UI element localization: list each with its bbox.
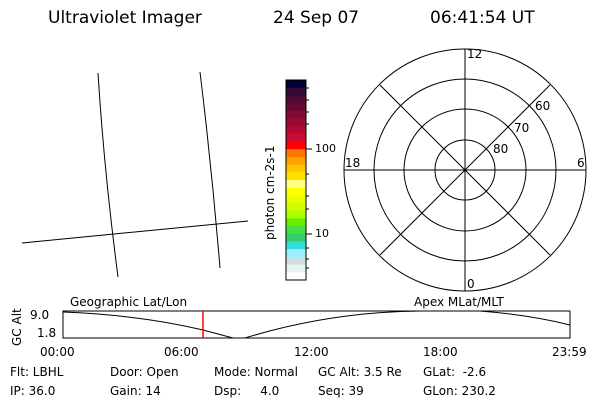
geographic-map (21, 71, 249, 278)
mlat-label-80: 80 (493, 142, 509, 156)
colorbar-band (286, 203, 306, 212)
colorbar-band (286, 95, 306, 104)
xtick: 12:00 (294, 345, 329, 359)
colorbar-band (286, 264, 306, 273)
mlt-label-0: 0 (467, 277, 475, 291)
colorbar-tick-100: 100 (315, 142, 336, 155)
geographic-title: Geographic Lat/Lon (70, 295, 188, 309)
date-label: 24 Sep 07 (273, 8, 360, 28)
info-glon: GLon: 230.2 (423, 384, 496, 398)
colorbar-band (286, 133, 306, 143)
colorbar-band (286, 249, 306, 258)
colorbar-band (286, 141, 306, 150)
colorbar-band (286, 218, 306, 227)
ytick-9: 9.0 (30, 308, 50, 322)
mlt-label-12: 12 (467, 47, 483, 61)
xtick: 23:59 (552, 345, 587, 359)
colorbar-band (286, 110, 306, 119)
mlat-label-70: 70 (514, 121, 530, 135)
xtick: 06:00 (164, 345, 199, 359)
info-dsp: Dsp: 4.0 (214, 384, 280, 398)
colorbar-band (286, 156, 306, 166)
colorbar-band (286, 103, 306, 112)
altitude-ylabel: GC Alt (10, 308, 24, 346)
colorbar-band (286, 241, 306, 250)
colorbar-band (286, 187, 306, 196)
longitude-line (97, 72, 119, 278)
colorbar-band (286, 226, 306, 235)
altitude-curve (62, 310, 571, 339)
info-gain: Gain: 14 (110, 384, 161, 398)
colorbar-band (286, 272, 306, 281)
info-gc-alt: GC Alt: 3.5 Re (318, 365, 402, 379)
info-filter: Flt: LBHL (10, 365, 64, 379)
colorbar-band (286, 164, 306, 173)
longitude-line (199, 71, 221, 269)
polar-grid (343, 48, 587, 292)
info-glat: GLat: -2.6 (423, 365, 487, 379)
latitude-line (21, 220, 249, 244)
colorbar (286, 80, 306, 281)
info-seq: Seq: 39 (318, 384, 364, 398)
apex-title: Apex MLat/MLT (414, 295, 504, 309)
xtick: 00:00 (40, 345, 75, 359)
colorbar-label: photon cm-2s-1 (263, 145, 277, 241)
colorbar-band (286, 126, 306, 135)
colorbar-band (286, 195, 306, 204)
xtick: 18:00 (423, 345, 458, 359)
info-door: Door: Open (110, 365, 179, 379)
info-ip: IP: 36.0 (10, 384, 56, 398)
mlt-diagonal (379, 84, 551, 256)
colorbar-tick-10: 10 (315, 227, 329, 240)
mlt-label-18: 18 (345, 156, 361, 170)
time-label: 06:41:54 UT (430, 8, 535, 28)
colorbar-frame (285, 79, 307, 281)
mlt-label-6: 6 (577, 156, 585, 170)
colorbar-band (286, 172, 306, 181)
mlat-label-60: 60 (535, 99, 551, 113)
colorbar-band (286, 233, 306, 243)
colorbar-ticks (306, 87, 312, 269)
colorbar-band (286, 256, 306, 266)
altitude-plot-frame (62, 310, 571, 339)
colorbar-band (286, 149, 306, 158)
instrument-title: Ultraviolet Imager (48, 8, 202, 28)
colorbar-band (286, 87, 306, 96)
info-mode: Mode: Normal (214, 365, 298, 379)
colorbar-band (286, 180, 306, 189)
colorbar-band (286, 118, 306, 127)
ytick-1.8: 1.8 (37, 326, 57, 340)
colorbar-band (286, 210, 306, 219)
colorbar-band (286, 80, 306, 89)
